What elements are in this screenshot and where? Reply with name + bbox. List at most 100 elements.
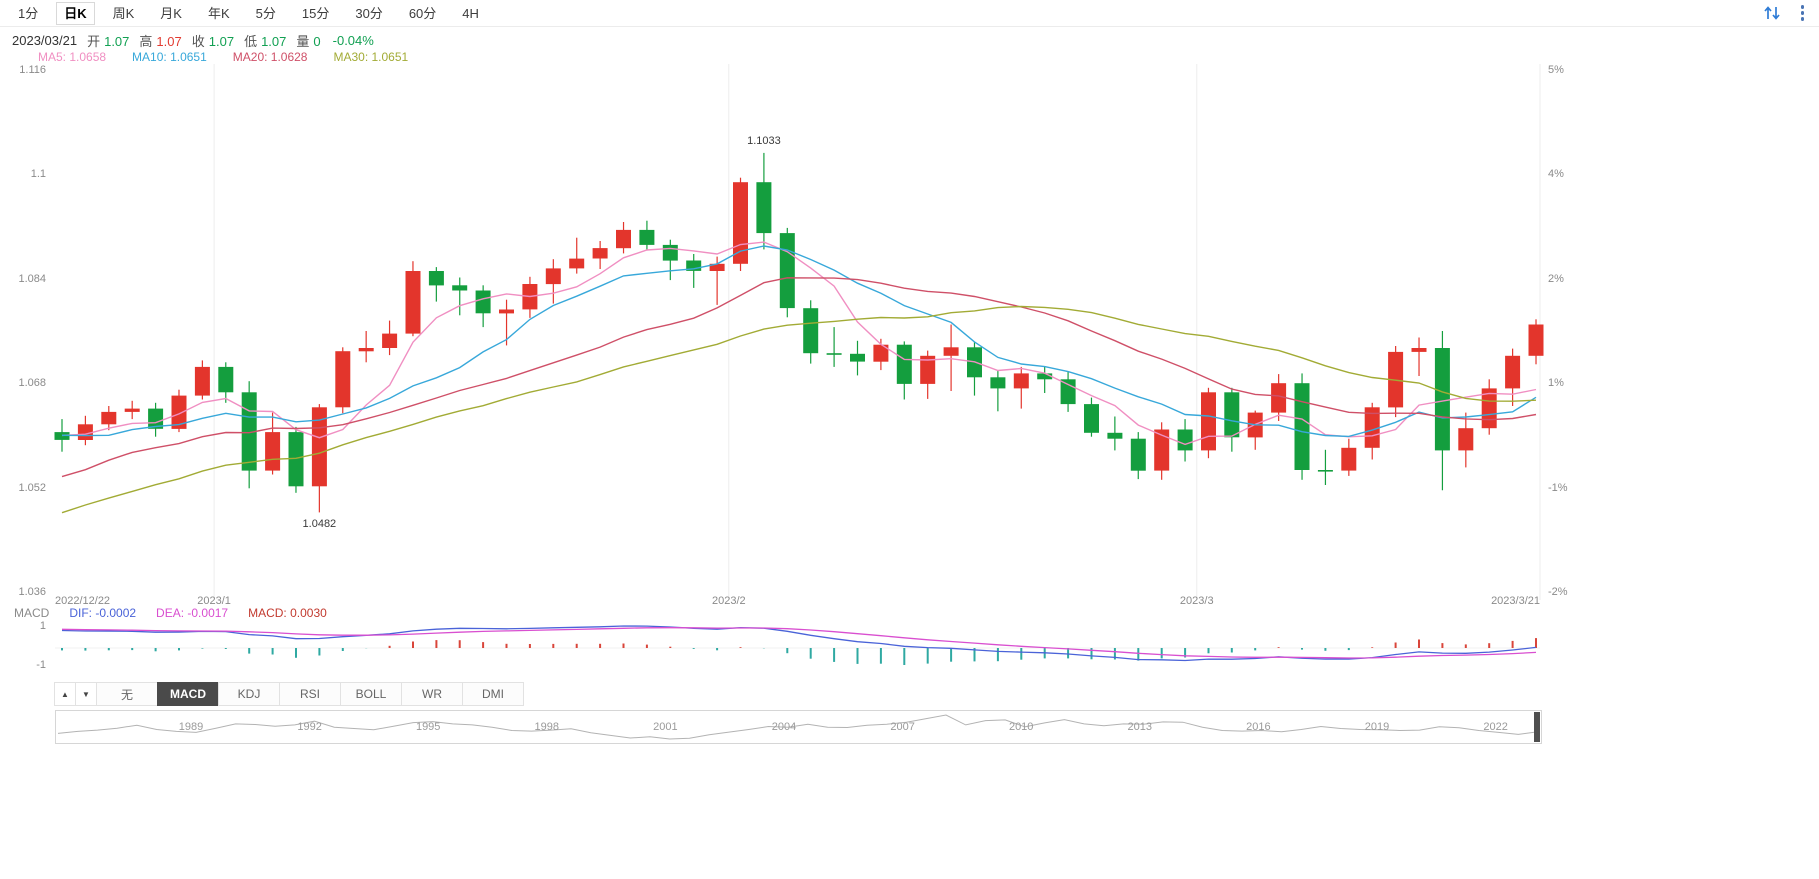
indicator-tab-RSI[interactable]: RSI (279, 682, 341, 706)
candle[interactable] (428, 267, 444, 302)
navigator-year-label: 2004 (771, 721, 797, 733)
navigator-handle[interactable] (1534, 712, 1540, 742)
candle[interactable] (569, 237, 585, 274)
macd-axis-label: 1 (39, 620, 46, 632)
indicator-tab-DMI[interactable]: DMI (462, 682, 524, 706)
timeline-navigator[interactable]: 1989 1992 1995 1998 2001 2004 2007 2010 2013 2016… (55, 710, 1542, 744)
macd-macd-value: MACD: 0.0030 (248, 606, 327, 620)
candle[interactable] (616, 222, 631, 254)
indicator-tab-WR[interactable]: WR (401, 682, 463, 706)
candle[interactable] (382, 320, 398, 356)
candle[interactable] (1388, 346, 1404, 418)
compare-arrows-icon[interactable] (1762, 4, 1782, 22)
candle[interactable] (522, 276, 538, 318)
candle[interactable] (967, 342, 982, 396)
candle[interactable] (335, 347, 351, 414)
candle[interactable] (1084, 397, 1099, 437)
x-axis-label: 2023/3 (1179, 595, 1214, 607)
info-field-label: 低 (244, 34, 258, 49)
indicator-tab-无[interactable]: 无 (96, 682, 158, 706)
candle[interactable] (545, 259, 561, 304)
candle[interactable] (358, 331, 374, 363)
candle[interactable] (1434, 331, 1450, 491)
candle[interactable] (1411, 337, 1427, 377)
candle[interactable] (592, 241, 608, 269)
candle[interactable] (1317, 449, 1333, 485)
indicator-up-button[interactable]: ▲ (54, 682, 76, 706)
toolbar-tab-4H[interactable]: 4H (462, 5, 479, 21)
indicator-down-button[interactable]: ▼ (75, 682, 97, 706)
toolbar-tab-15分[interactable]: 15分 (301, 5, 330, 21)
candle[interactable] (475, 285, 491, 328)
candle[interactable] (124, 400, 140, 420)
main-chart[interactable]: 1.116 1.1 1.084 1.068 1.052 1.036 5% 4% 2% 1% -1% -… (0, 64, 1819, 612)
candle[interactable] (1037, 366, 1053, 393)
candle[interactable] (756, 152, 772, 250)
candle[interactable] (1481, 379, 1497, 435)
candle[interactable] (101, 406, 117, 431)
navigator-year-label: 1998 (534, 721, 560, 733)
y-axis-label-left: 1.116 (19, 64, 46, 76)
candle[interactable] (1247, 410, 1263, 450)
candle[interactable] (826, 327, 842, 367)
candle[interactable] (265, 412, 281, 475)
price-annotation: 1.0482 (302, 518, 337, 531)
candle[interactable] (1201, 387, 1216, 459)
indicator-tab-KDJ[interactable]: KDJ (218, 682, 280, 706)
candle[interactable] (77, 415, 93, 446)
candle[interactable] (218, 362, 234, 403)
candle[interactable] (896, 341, 912, 400)
indicator-tab-BOLL[interactable]: BOLL (340, 682, 402, 706)
toolbar-tab-60分[interactable]: 60分 (408, 5, 437, 21)
candle[interactable] (1528, 319, 1544, 365)
candle[interactable] (709, 256, 725, 305)
candle[interactable] (1505, 348, 1521, 406)
toolbar-tab-5分[interactable]: 5分 (255, 5, 276, 21)
candle[interactable] (1271, 374, 1287, 421)
candle[interactable] (1224, 387, 1240, 452)
toolbar-tab-月K[interactable]: 月K (160, 5, 182, 21)
y-axis-label-left: 1.036 (18, 586, 46, 598)
candle[interactable] (733, 177, 748, 271)
candle[interactable] (639, 220, 655, 251)
candle[interactable] (943, 324, 959, 392)
toolbar-tab-年K[interactable]: 年K (207, 5, 230, 21)
history-overview-plot[interactable] (56, 711, 1541, 743)
info-field-label: 量 (296, 34, 310, 49)
toolbar-tab-1分[interactable]: 1分 (18, 5, 39, 21)
candle[interactable] (1177, 419, 1193, 462)
candle[interactable] (194, 360, 210, 400)
candle[interactable] (990, 370, 1006, 412)
toolbar-tab-日K[interactable]: 日K (56, 1, 95, 25)
indicator-tab-MACD[interactable]: MACD (157, 682, 219, 706)
candle[interactable] (1130, 432, 1146, 480)
candle[interactable] (920, 350, 936, 399)
macd-dif-value: DIF: -0.0002 (69, 606, 137, 620)
navigator-year-label: 2013 (1127, 721, 1153, 733)
candle[interactable] (1341, 438, 1357, 476)
candle[interactable] (1458, 412, 1474, 468)
candle[interactable] (1013, 366, 1029, 409)
candle[interactable] (499, 299, 514, 346)
candle[interactable] (1154, 422, 1170, 480)
candle[interactable] (803, 300, 819, 364)
candle[interactable] (850, 340, 865, 376)
toolbar-tab-周K[interactable]: 周K (112, 5, 135, 21)
candle[interactable] (148, 402, 164, 437)
candle[interactable] (405, 261, 421, 337)
candle[interactable] (241, 381, 257, 489)
more-menu-icon[interactable] (1800, 4, 1806, 22)
candle[interactable] (779, 227, 795, 318)
candle[interactable] (452, 277, 468, 316)
candle[interactable] (288, 426, 304, 493)
candle[interactable] (1060, 371, 1076, 412)
candle[interactable] (1294, 373, 1310, 480)
candle[interactable] (686, 254, 702, 288)
candlestick-plot[interactable] (0, 64, 1819, 612)
candle[interactable] (662, 239, 678, 281)
macd-plot[interactable] (0, 622, 1819, 674)
navigator-year-label: 1989 (178, 721, 204, 733)
candle[interactable] (1364, 402, 1380, 460)
toolbar-tab-30分[interactable]: 30分 (355, 5, 383, 21)
candle[interactable] (1107, 416, 1123, 451)
